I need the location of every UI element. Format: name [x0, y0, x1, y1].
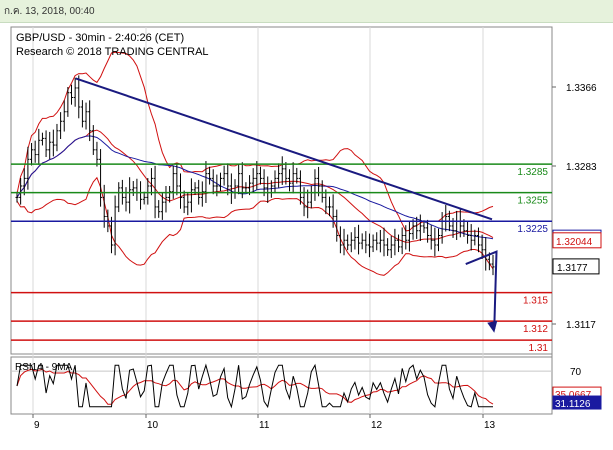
forecast-arrow-head [487, 320, 498, 333]
bollinger-mid-line [16, 129, 494, 243]
rsi-ma-line [16, 368, 494, 405]
price-badge: 1.32044 [552, 232, 602, 249]
rsi-tick-label: 70 [570, 367, 582, 378]
x-tick-label: 12 [371, 420, 383, 431]
level-label: 1.3225 [517, 224, 548, 235]
y-tick-label: 1.3366 [566, 83, 597, 94]
level-label: 1.3255 [517, 196, 548, 207]
rsi-badge-box [552, 395, 602, 410]
candles-layer [15, 75, 495, 276]
bollinger-bands [16, 51, 494, 276]
x-tick-label: 11 [259, 420, 270, 431]
bollinger-upper-line [16, 51, 494, 232]
moving-average-line [16, 135, 494, 240]
chart-subtitle: Research © 2018 TRADING CENTRAL [16, 46, 209, 58]
x-tick-label: 13 [484, 420, 496, 431]
price-badge-box [552, 258, 600, 275]
level-label: 1.315 [523, 296, 548, 307]
level-label: 1.31 [529, 343, 549, 354]
price-badge: 1.3177 [552, 258, 600, 275]
labels-layer: 9101112131.33661.32831.31171.320721.3204… [34, 83, 602, 431]
level-label: 1.312 [523, 324, 548, 335]
y-tick-label: 1.3117 [566, 320, 596, 331]
y-tick-label: 1.3283 [566, 162, 597, 173]
forecast-arrow-line [465, 250, 498, 329]
price-panel [10, 26, 553, 355]
levels-layer: 1.3285 1.3255 1.3225 1.315 1.312 1.31 [11, 163, 552, 354]
rsi-layer [11, 363, 552, 409]
price-badge-box [552, 232, 602, 249]
x-tick-label: 10 [147, 420, 159, 431]
trendline [75, 77, 493, 221]
level-label: 1.3285 [517, 167, 548, 178]
price-badge-text: 1.32044 [556, 237, 593, 248]
chart-title: GBP/USD - 30min - 2:40:26 (CET) [16, 32, 184, 44]
rsi-line [16, 363, 493, 409]
rsi-title: RSI14 - 9MA [15, 362, 73, 373]
price-badge-text: 1.3177 [557, 263, 588, 274]
timestamp: ก.ค. 13, 2018, 00:40 [4, 6, 95, 17]
bollinger-lower-line [16, 176, 494, 276]
x-tick-label: 9 [34, 420, 40, 431]
overlay-layer [75, 77, 498, 333]
rsi-badge-text: 31.1126 [555, 399, 591, 410]
top-status-bar: ก.ค. 13, 2018, 00:40 [0, 0, 613, 23]
